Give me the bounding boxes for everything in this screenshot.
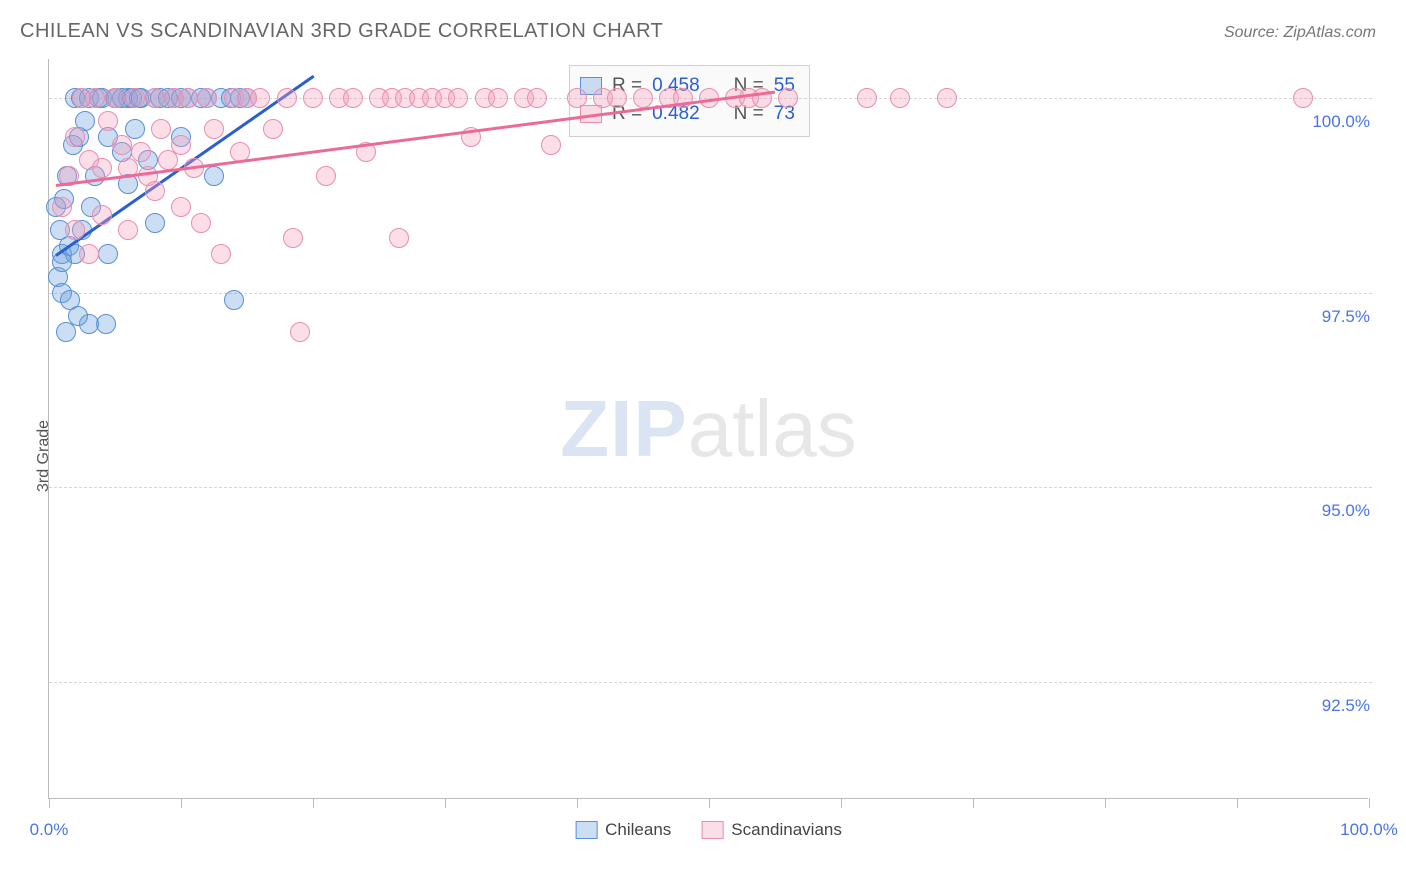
x-tick — [577, 798, 578, 808]
scatter-point-scandinavians — [145, 88, 165, 108]
x-tick — [1105, 798, 1106, 808]
scatter-point-scandinavians — [151, 119, 171, 139]
x-tick — [973, 798, 974, 808]
y-tick-label: 97.5% — [1322, 307, 1372, 327]
footer-legend-item: Scandinavians — [701, 820, 842, 840]
scatter-point-scandinavians — [85, 88, 105, 108]
scatter-point-scandinavians — [178, 88, 198, 108]
scatter-point-scandinavians — [283, 228, 303, 248]
source-name: ZipAtlas.com — [1284, 24, 1376, 41]
scatter-point-scandinavians — [1293, 88, 1313, 108]
scatter-point-chileans — [96, 314, 116, 334]
chart-header: CHILEAN VS SCANDINAVIAN 3RD GRADE CORREL… — [0, 0, 1406, 51]
scatter-point-scandinavians — [263, 119, 283, 139]
footer-legend-item: Chileans — [575, 820, 671, 840]
scatter-point-scandinavians — [290, 322, 310, 342]
scatter-point-scandinavians — [92, 205, 112, 225]
scatter-point-scandinavians — [131, 142, 151, 162]
x-tick — [181, 798, 182, 808]
scatter-point-scandinavians — [778, 88, 798, 108]
y-tick-label: 92.5% — [1322, 696, 1372, 716]
scatter-point-scandinavians — [277, 88, 297, 108]
x-tick — [313, 798, 314, 808]
x-tick — [445, 798, 446, 808]
scatter-point-scandinavians — [607, 88, 627, 108]
scatter-point-scandinavians — [937, 88, 957, 108]
watermark: ZIPatlas — [560, 383, 856, 475]
scatter-point-scandinavians — [65, 127, 85, 147]
scatter-point-scandinavians — [541, 135, 561, 155]
x-tick — [1369, 798, 1370, 808]
gridline-h — [49, 293, 1372, 294]
footer-legend-label: Scandinavians — [731, 820, 842, 840]
scatter-point-scandinavians — [52, 197, 72, 217]
scatter-point-scandinavians — [448, 88, 468, 108]
scatter-point-scandinavians — [112, 135, 132, 155]
scatter-point-scandinavians — [191, 213, 211, 233]
scatter-point-scandinavians — [890, 88, 910, 108]
plot-region: ZIPatlas R = 0.458N = 55R = 0.482N = 73 … — [48, 59, 1368, 799]
scatter-point-scandinavians — [316, 166, 336, 186]
footer-legend-label: Chileans — [605, 820, 671, 840]
scatter-point-chileans — [204, 166, 224, 186]
x-tick-label: 100.0% — [1340, 820, 1398, 840]
x-tick-label: 0.0% — [30, 820, 69, 840]
scatter-point-chileans — [68, 306, 88, 326]
legend-swatch — [575, 821, 597, 839]
scatter-point-scandinavians — [488, 88, 508, 108]
scatter-point-scandinavians — [211, 244, 231, 264]
scatter-point-scandinavians — [343, 88, 363, 108]
series-legend: Chileans Scandinavians — [575, 820, 842, 840]
scatter-point-scandinavians — [303, 88, 323, 108]
scatter-point-scandinavians — [567, 88, 587, 108]
scatter-point-chileans — [145, 213, 165, 233]
scatter-point-scandinavians — [633, 88, 653, 108]
watermark-bold: ZIP — [560, 384, 687, 473]
scatter-point-scandinavians — [118, 220, 138, 240]
chart-source: Source: ZipAtlas.com — [1224, 24, 1376, 42]
scatter-point-scandinavians — [171, 135, 191, 155]
chart-area: 3rd Grade ZIPatlas R = 0.458N = 55R = 0.… — [0, 51, 1406, 861]
scatter-point-scandinavians — [92, 158, 112, 178]
scatter-point-chileans — [224, 290, 244, 310]
x-tick — [49, 798, 50, 808]
x-tick — [841, 798, 842, 808]
scatter-point-scandinavians — [105, 88, 125, 108]
scatter-point-scandinavians — [527, 88, 547, 108]
scatter-point-scandinavians — [171, 197, 191, 217]
y-tick-label: 95.0% — [1322, 501, 1372, 521]
scatter-point-scandinavians — [79, 244, 99, 264]
scatter-point-scandinavians — [125, 88, 145, 108]
scatter-point-scandinavians — [145, 181, 165, 201]
scatter-point-chileans — [98, 244, 118, 264]
gridline-h — [49, 487, 1372, 488]
scatter-point-scandinavians — [389, 228, 409, 248]
scatter-point-scandinavians — [204, 119, 224, 139]
scatter-point-scandinavians — [98, 111, 118, 131]
scatter-point-scandinavians — [857, 88, 877, 108]
legend-swatch — [701, 821, 723, 839]
x-tick — [709, 798, 710, 808]
chart-title: CHILEAN VS SCANDINAVIAN 3RD GRADE CORREL… — [20, 20, 663, 43]
x-tick — [1237, 798, 1238, 808]
y-tick-label: 100.0% — [1312, 112, 1372, 132]
source-prefix: Source: — [1224, 24, 1284, 41]
scatter-point-scandinavians — [65, 220, 85, 240]
gridline-h — [49, 682, 1372, 683]
watermark-light: atlas — [688, 384, 857, 473]
scatter-point-scandinavians — [197, 88, 217, 108]
scatter-point-scandinavians — [250, 88, 270, 108]
scatter-point-scandinavians — [158, 150, 178, 170]
